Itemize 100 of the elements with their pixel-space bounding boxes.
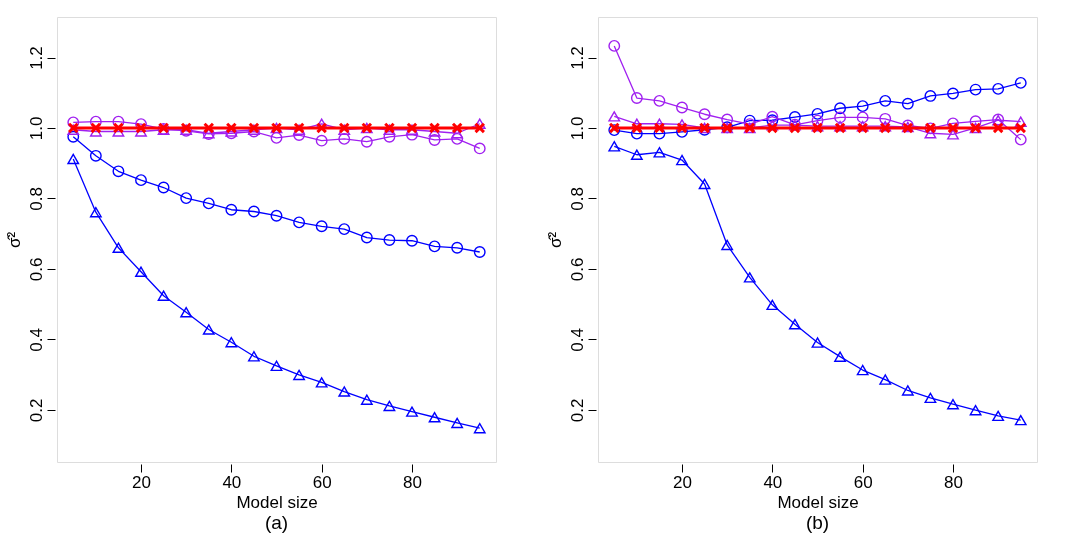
y-tick-label: 0.4 (567, 328, 587, 352)
point (631, 122, 643, 134)
point (924, 392, 937, 404)
point (947, 398, 959, 410)
x-tick-label: 80 (403, 472, 422, 492)
point (992, 410, 1005, 422)
point (89, 149, 102, 162)
x-axis-title: Model size (777, 492, 859, 512)
point (451, 417, 464, 429)
point (473, 422, 486, 434)
point (721, 239, 734, 251)
point (608, 39, 621, 52)
y-tick-label: 0.2 (26, 398, 46, 423)
point (788, 111, 801, 123)
point (608, 111, 621, 122)
point (383, 400, 396, 412)
point (428, 134, 441, 146)
y-tick-label: 0.2 (567, 398, 587, 423)
point (676, 154, 688, 166)
point (947, 122, 959, 134)
point (180, 192, 193, 205)
point (270, 360, 283, 372)
point (135, 174, 147, 187)
y-tick-label: 0.8 (26, 187, 46, 211)
point (338, 386, 351, 397)
x-tick-label: 80 (944, 472, 963, 492)
point (924, 89, 937, 102)
point (203, 122, 215, 134)
point (67, 153, 80, 165)
y-tick-label: 1.2 (567, 46, 587, 70)
x-axis-title: Model size (236, 492, 318, 512)
text: (a) (264, 512, 289, 533)
point (451, 241, 464, 254)
point (451, 132, 464, 145)
point (721, 113, 734, 126)
point (247, 205, 260, 218)
point (270, 209, 283, 222)
point (202, 324, 215, 335)
point (879, 112, 892, 125)
point (947, 87, 959, 100)
point (225, 336, 238, 348)
point (676, 122, 688, 134)
point (856, 111, 869, 124)
point (766, 110, 779, 123)
point (406, 234, 418, 247)
point (1015, 122, 1027, 134)
x-tick-label: 20 (132, 472, 151, 492)
point (653, 122, 666, 134)
point (1014, 116, 1027, 127)
y-tick-label: 0.8 (567, 187, 587, 211)
point (1014, 76, 1027, 89)
y-tick-label: 0.4 (26, 328, 46, 352)
point (474, 122, 486, 134)
point (811, 114, 824, 127)
point (698, 178, 711, 190)
point (360, 394, 373, 405)
y-tick-label: 0.6 (26, 257, 46, 282)
y-tick-label: 0.6 (567, 257, 587, 282)
point (383, 130, 396, 143)
point (947, 129, 959, 140)
point (473, 142, 486, 155)
point (788, 319, 801, 330)
point (1014, 414, 1027, 426)
point (293, 369, 306, 381)
point (992, 122, 1004, 134)
point (473, 246, 486, 258)
point (766, 299, 779, 311)
point (834, 102, 847, 115)
point (315, 377, 328, 388)
point (315, 122, 328, 134)
x-tick-label: 40 (763, 472, 783, 492)
point (856, 100, 869, 113)
point (225, 203, 238, 216)
point (630, 92, 643, 104)
point (406, 406, 418, 417)
point (293, 216, 306, 229)
x-tick-label: 20 (673, 472, 692, 492)
x-tick-label: 60 (853, 472, 873, 492)
point (901, 385, 914, 396)
point (112, 165, 125, 178)
point (451, 122, 463, 134)
y-axis-title: σ̂² (545, 231, 565, 249)
point (338, 132, 351, 145)
point (969, 83, 982, 96)
y-axis-title: σ̂² (4, 231, 24, 249)
point (338, 223, 351, 236)
point (743, 272, 756, 283)
x-tick-label: 60 (312, 472, 332, 492)
text: (b) (805, 512, 830, 533)
point (383, 234, 396, 246)
point (157, 290, 170, 301)
point (89, 206, 102, 218)
point (698, 108, 711, 121)
point (67, 130, 80, 143)
point (428, 240, 441, 253)
point (247, 351, 260, 362)
y-tick-label: 1.0 (26, 116, 46, 141)
point (360, 231, 373, 244)
y-tick-label: 1.0 (567, 116, 587, 141)
point (992, 82, 1005, 95)
